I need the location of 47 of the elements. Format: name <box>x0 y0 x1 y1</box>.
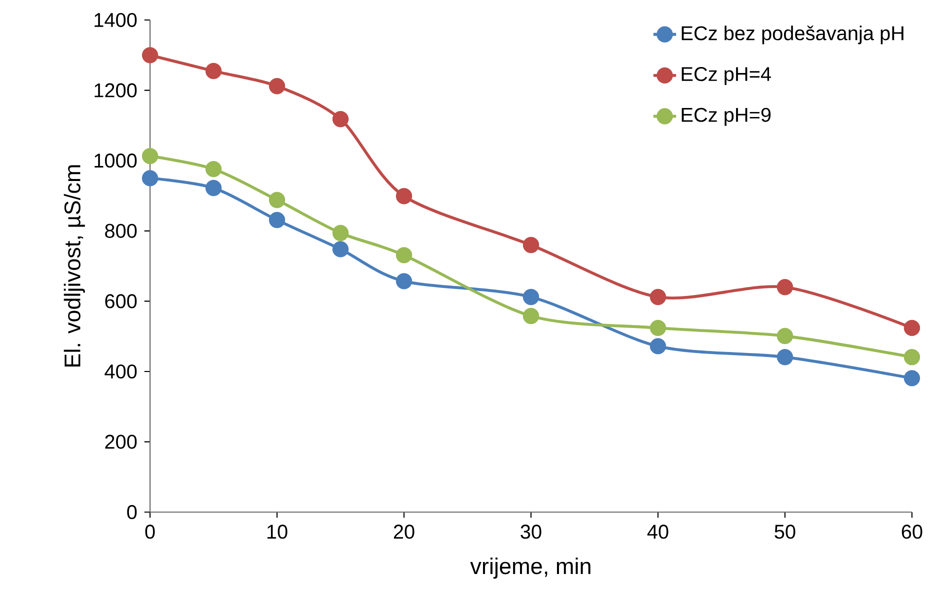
point <box>650 288 666 306</box>
point <box>332 241 349 258</box>
legend-label: ECz pH=9 <box>682 108 771 126</box>
point <box>522 288 540 306</box>
point <box>904 370 920 386</box>
point <box>776 349 794 366</box>
point <box>332 224 349 242</box>
legend-label: ECz bez podešavanja pH <box>682 26 904 44</box>
y-tick-label: 800 <box>105 224 137 238</box>
x-tick-label: 0 <box>145 524 155 539</box>
y-tick-label: 600 <box>105 294 137 308</box>
y-tick-label: 1200 <box>94 83 137 98</box>
x-tick-label: 30 <box>520 524 542 539</box>
point <box>650 320 666 336</box>
x-tick-label: 50 <box>774 524 796 539</box>
x-tick-label: 10 <box>267 524 288 539</box>
point <box>522 236 540 254</box>
y-axis-title: El. vodljivost, µS/cm <box>64 165 85 367</box>
y-tick-label: 1400 <box>94 13 137 28</box>
point <box>205 180 222 196</box>
y-tick-label: 0 <box>127 505 137 520</box>
x-tick-label: 60 <box>902 524 922 539</box>
point <box>205 161 222 178</box>
y-tick-label: 1000 <box>94 154 137 168</box>
point <box>396 188 412 204</box>
x-axis-title: vrijeme, min <box>470 558 590 579</box>
point <box>904 320 920 336</box>
point <box>776 279 794 296</box>
point <box>396 247 412 264</box>
point <box>268 192 286 208</box>
point <box>904 349 920 366</box>
point <box>776 328 794 344</box>
y-tick-label: 200 <box>105 434 137 449</box>
point <box>205 62 222 80</box>
point <box>142 170 158 186</box>
point <box>268 212 286 228</box>
x-tick-label: 40 <box>647 524 668 539</box>
point <box>268 78 286 94</box>
point <box>522 308 540 324</box>
point <box>650 338 666 354</box>
point <box>332 111 349 128</box>
point <box>142 47 158 64</box>
point <box>142 148 158 164</box>
x-tick-label: 20 <box>394 524 414 539</box>
y-tick-label: 400 <box>104 364 137 379</box>
point <box>396 273 412 290</box>
legend-label: ECz pH=4 <box>682 67 771 86</box>
